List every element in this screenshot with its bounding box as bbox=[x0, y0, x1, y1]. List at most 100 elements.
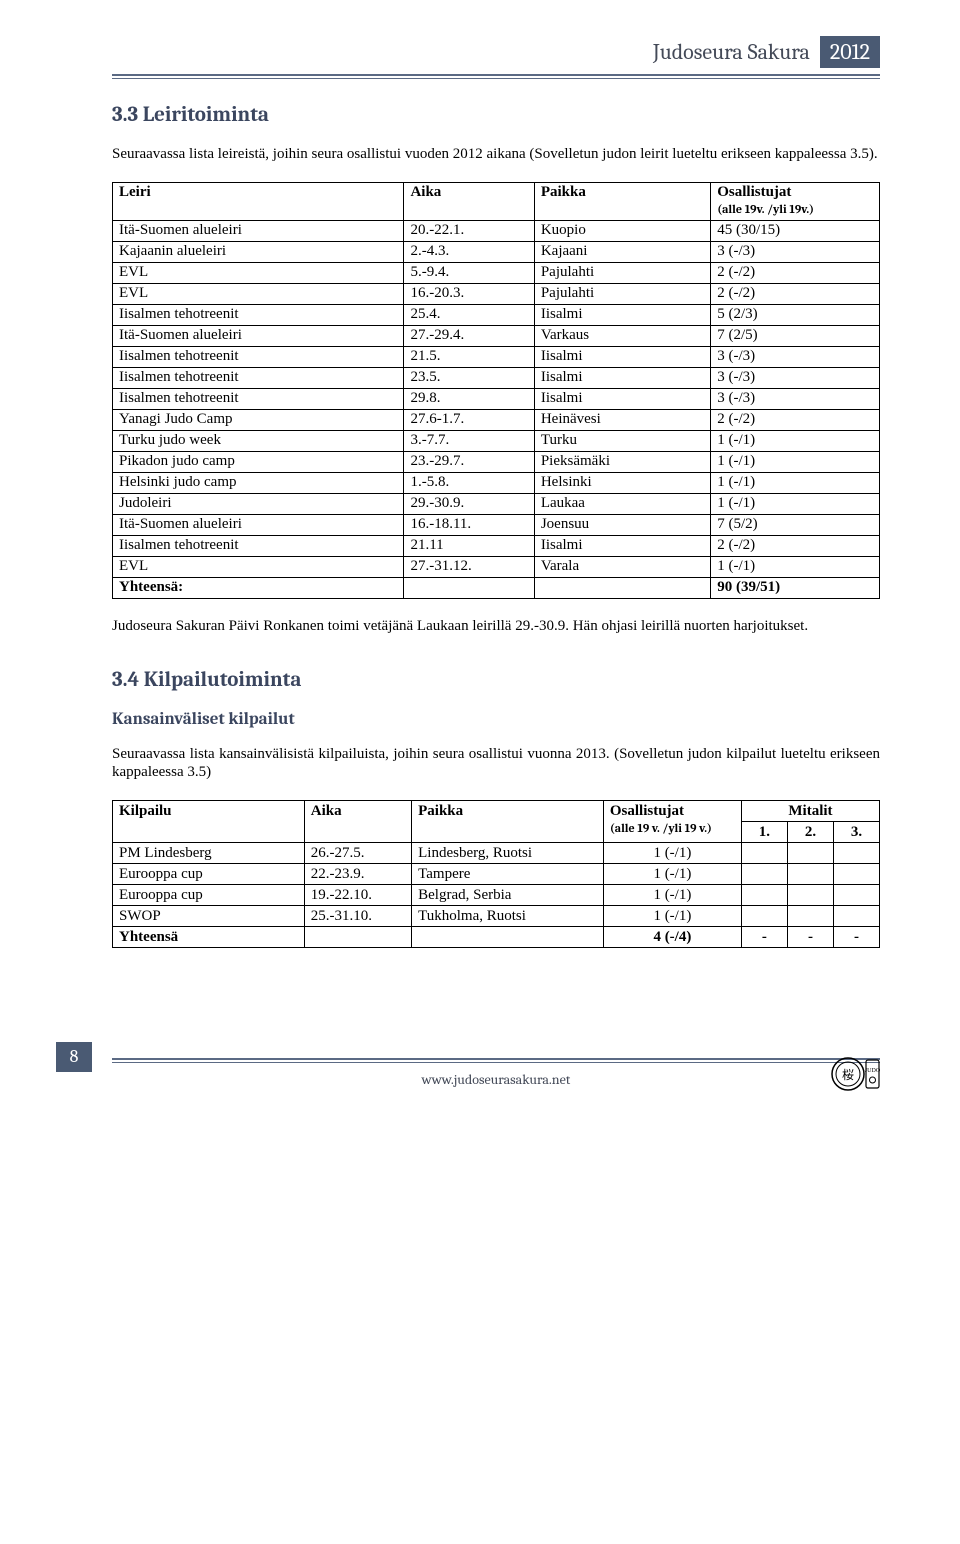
cell: 3 (-/3) bbox=[711, 346, 880, 367]
cell: Itä-Suomen alueleiri bbox=[113, 514, 404, 535]
cell: 19.-22.10. bbox=[304, 885, 411, 906]
table-row: Judoleiri 29.-30.9. Laukaa 1 (-/1) bbox=[113, 493, 880, 514]
cell: 1 (-/1) bbox=[711, 556, 880, 577]
cell: 4 (-/4) bbox=[603, 927, 741, 948]
cell bbox=[534, 577, 710, 598]
cell: 2 (-/2) bbox=[711, 535, 880, 556]
cell: 27.-31.12. bbox=[404, 556, 534, 577]
th-kilpailu: Kilpailu bbox=[113, 801, 305, 843]
cell: Helsinki bbox=[534, 472, 710, 493]
header: Judoseura Sakura 2012 bbox=[112, 36, 880, 68]
cell bbox=[787, 885, 833, 906]
cell: SWOP bbox=[113, 906, 305, 927]
cell: 29.8. bbox=[404, 388, 534, 409]
section-33-heading: 3.3 Leiritoiminta bbox=[112, 103, 880, 127]
cell: 1 (-/1) bbox=[603, 864, 741, 885]
leiri-table: Leiri Aika Paikka Osallistujat(alle 19v.… bbox=[112, 182, 880, 599]
footer-rule bbox=[112, 1058, 880, 1063]
header-title: Judoseura Sakura bbox=[653, 39, 810, 65]
cell: 2.-4.3. bbox=[404, 241, 534, 262]
table-row: Iisalmen tehotreenit 23.5. Iisalmi 3 (-/… bbox=[113, 367, 880, 388]
cell: 16.-18.11. bbox=[404, 514, 534, 535]
section-33-aftertext: Judoseura Sakuran Päivi Ronkanen toimi v… bbox=[112, 617, 880, 636]
cell: 2 (-/2) bbox=[711, 262, 880, 283]
cell bbox=[833, 906, 879, 927]
cell: Joensuu bbox=[534, 514, 710, 535]
cell: 26.-27.5. bbox=[304, 843, 411, 864]
cell: 3.-7.7. bbox=[404, 430, 534, 451]
table-row: Iisalmen tehotreenit 25.4. Iisalmi 5 (2/… bbox=[113, 304, 880, 325]
cell bbox=[404, 577, 534, 598]
section-34-heading: 3.4 Kilpailutoiminta bbox=[112, 668, 880, 692]
cell: Heinävesi bbox=[534, 409, 710, 430]
table-row: SWOP 25.-31.10. Tukholma, Ruotsi 1 (-/1) bbox=[113, 906, 880, 927]
cell: Iisalmen tehotreenit bbox=[113, 535, 404, 556]
cell: Itä-Suomen alueleiri bbox=[113, 220, 404, 241]
cell bbox=[787, 864, 833, 885]
cell: EVL bbox=[113, 283, 404, 304]
cell: 1 (-/1) bbox=[711, 472, 880, 493]
cell: - bbox=[741, 927, 787, 948]
cell: Pikadon judo camp bbox=[113, 451, 404, 472]
cell: Pajulahti bbox=[534, 283, 710, 304]
cell: Yanagi Judo Camp bbox=[113, 409, 404, 430]
cell: Helsinki judo camp bbox=[113, 472, 404, 493]
cell: Iisalmen tehotreenit bbox=[113, 346, 404, 367]
cell bbox=[833, 843, 879, 864]
cell bbox=[741, 906, 787, 927]
table-row: Eurooppa cup 22.-23.9. Tampere 1 (-/1) bbox=[113, 864, 880, 885]
section-33-intro: Seuraavassa lista leireistä, joihin seur… bbox=[112, 145, 880, 164]
logo-icon: 桜 JUDO bbox=[830, 1050, 880, 1098]
cell: 25.-31.10. bbox=[304, 906, 411, 927]
page-number: 8 bbox=[56, 1042, 92, 1072]
cell: PM Lindesberg bbox=[113, 843, 305, 864]
table-row: PM Lindesberg 26.-27.5. Lindesberg, Ruot… bbox=[113, 843, 880, 864]
cell bbox=[787, 843, 833, 864]
cell: 23.5. bbox=[404, 367, 534, 388]
cell: Kajaanin alueleiri bbox=[113, 241, 404, 262]
cell: 3 (-/3) bbox=[711, 367, 880, 388]
cell bbox=[833, 864, 879, 885]
table-row: Itä-Suomen alueleiri 27.-29.4. Varkaus 7… bbox=[113, 325, 880, 346]
th-leiri: Leiri bbox=[113, 182, 404, 220]
cell: 1 (-/1) bbox=[711, 430, 880, 451]
cell: Iisalmi bbox=[534, 535, 710, 556]
section-34-subheading: Kansainväliset kilpailut bbox=[112, 710, 880, 729]
cell: 23.-29.7. bbox=[404, 451, 534, 472]
cell: Iisalmen tehotreenit bbox=[113, 304, 404, 325]
svg-text:JUDO: JUDO bbox=[865, 1068, 880, 1074]
cell: Laukaa bbox=[534, 493, 710, 514]
cell: 25.4. bbox=[404, 304, 534, 325]
cell: 29.-30.9. bbox=[404, 493, 534, 514]
cell bbox=[304, 927, 411, 948]
cell: Kuopio bbox=[534, 220, 710, 241]
footer: 8 www.judoseurasakura.net 桜 JUDO bbox=[112, 1058, 880, 1108]
cell bbox=[412, 927, 604, 948]
cell: Turku judo week bbox=[113, 430, 404, 451]
cell: Turku bbox=[534, 430, 710, 451]
cell: Yhteensä: bbox=[113, 577, 404, 598]
svg-text:桜: 桜 bbox=[842, 1068, 854, 1082]
table-row: EVL 16.-20.3. Pajulahti 2 (-/2) bbox=[113, 283, 880, 304]
cell: Pajulahti bbox=[534, 262, 710, 283]
cell: Iisalmi bbox=[534, 367, 710, 388]
th-aika: Aika bbox=[404, 182, 534, 220]
cell: 1 (-/1) bbox=[603, 906, 741, 927]
cell: 1 (-/1) bbox=[603, 843, 741, 864]
cell: 21.11 bbox=[404, 535, 534, 556]
table-row: EVL 27.-31.12. Varala 1 (-/1) bbox=[113, 556, 880, 577]
cell: Tukholma, Ruotsi bbox=[412, 906, 604, 927]
table-row: Iisalmen tehotreenit 21.11 Iisalmi 2 (-/… bbox=[113, 535, 880, 556]
total-row: Yhteensä: 90 (39/51) bbox=[113, 577, 880, 598]
cell: Lindesberg, Ruotsi bbox=[412, 843, 604, 864]
cell bbox=[787, 906, 833, 927]
cell: 2 (-/2) bbox=[711, 283, 880, 304]
cell: 27.-29.4. bbox=[404, 325, 534, 346]
cell: 3 (-/3) bbox=[711, 241, 880, 262]
table-row: Pikadon judo camp 23.-29.7. Pieksämäki 1… bbox=[113, 451, 880, 472]
cell: Eurooppa cup bbox=[113, 864, 305, 885]
cell: 3 (-/3) bbox=[711, 388, 880, 409]
cell: Iisalmi bbox=[534, 304, 710, 325]
cell: 5.-9.4. bbox=[404, 262, 534, 283]
th-osallistujat: Osallistujat(alle 19 v. /yli 19 v.) bbox=[603, 801, 741, 843]
